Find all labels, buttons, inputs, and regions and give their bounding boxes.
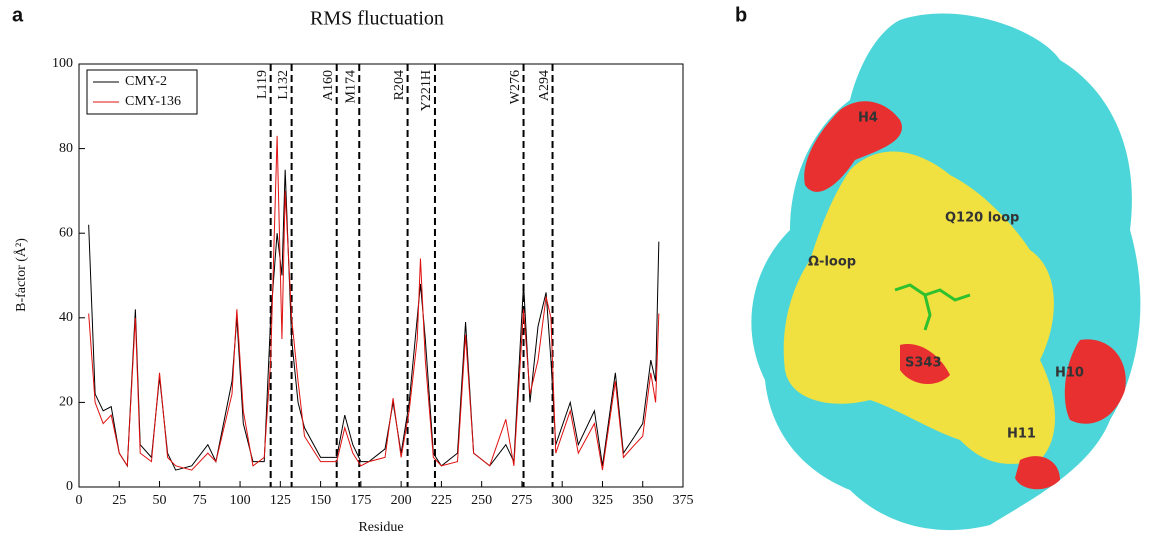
chart-title: RMS fluctuation <box>310 8 444 30</box>
ligand <box>894 283 971 331</box>
x-tick-label: 200 <box>391 493 412 508</box>
structure-label: H11 <box>1007 427 1036 442</box>
x-axis-label: Residue <box>358 520 403 535</box>
legend-box <box>86 69 198 115</box>
y-tick-label: 60 <box>59 225 73 240</box>
x-tick-label: 325 <box>592 493 613 508</box>
x-tick-label: 350 <box>632 493 653 508</box>
plot-frame <box>78 63 684 488</box>
x-tick-label: 150 <box>310 493 331 508</box>
panel-label: b <box>735 4 747 26</box>
marker-label: L119 <box>255 70 270 99</box>
marker-label: M174 <box>343 70 358 103</box>
surface-red <box>1064 339 1126 424</box>
marker-label: R204 <box>392 70 407 100</box>
structure-label: Ω-loop <box>808 255 856 270</box>
series-line <box>88 135 660 471</box>
surface-yellow <box>783 151 1055 464</box>
marker-label: L132 <box>276 70 291 100</box>
protein-surface <box>751 13 1141 531</box>
x-tick-label: 100 <box>230 493 251 508</box>
structure-label: S343 <box>905 356 942 371</box>
surface-red <box>804 101 902 192</box>
y-tick-label: 0 <box>66 479 73 494</box>
x-tick-label: 275 <box>511 493 532 508</box>
panel-label: a <box>12 4 24 26</box>
structure-label: Q120 loop <box>945 211 1019 226</box>
x-tick-label: 0 <box>76 493 83 508</box>
legend-label: CMY-136 <box>125 94 181 109</box>
surface-red <box>1015 456 1060 490</box>
marker-label: A160 <box>321 70 336 101</box>
surface-red <box>900 344 950 385</box>
x-tick-label: 175 <box>350 493 371 508</box>
x-tick-label: 25 <box>112 493 126 508</box>
x-tick-label: 375 <box>673 493 694 508</box>
structure-label: H4 <box>858 111 878 126</box>
y-tick-label: 40 <box>59 310 73 325</box>
x-tick-label: 250 <box>471 493 492 508</box>
structure-label: H10 <box>1055 366 1084 381</box>
y-tick-label: 20 <box>59 395 73 410</box>
marker-label: Y221H <box>419 70 434 111</box>
x-tick-label: 225 <box>431 493 452 508</box>
legend-label: CMY-2 <box>125 74 167 89</box>
marker-label: A294 <box>537 70 552 101</box>
x-tick-label: 300 <box>552 493 573 508</box>
x-tick-label: 125 <box>270 493 291 508</box>
y-tick-label: 80 <box>59 141 73 156</box>
x-tick-label: 75 <box>193 493 207 508</box>
y-axis-label: B-factor (Å²) <box>13 238 29 312</box>
marker-label: W276 <box>508 70 523 104</box>
x-tick-label: 50 <box>153 493 167 508</box>
y-tick-label: 100 <box>52 56 73 71</box>
